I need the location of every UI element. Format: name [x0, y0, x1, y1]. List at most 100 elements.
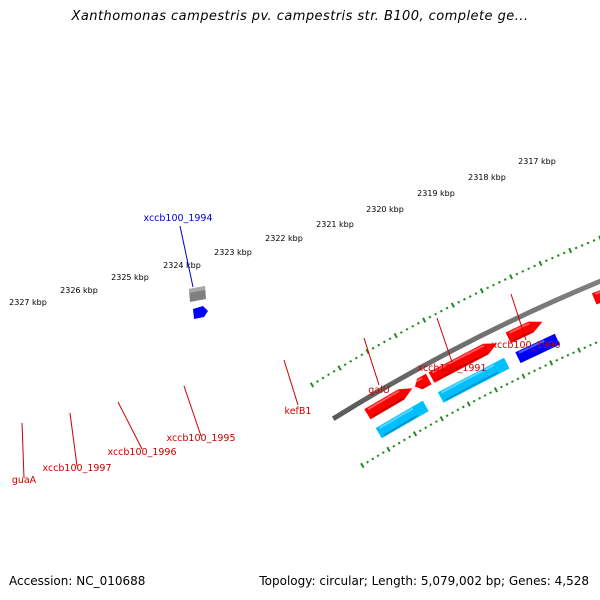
inner-tick: [402, 438, 406, 442]
gene-label-galU[interactable]: galU: [368, 385, 389, 396]
kbp-label: 2320 kbp: [366, 205, 404, 214]
inner-tick: [549, 360, 554, 366]
kbp-label: 2323 kbp: [214, 248, 252, 257]
outer-tick: [474, 292, 478, 295]
inner-tick: [538, 366, 542, 370]
inner-tick: [583, 346, 587, 350]
inner-tick: [521, 373, 526, 379]
kbp-label: 2322 kbp: [265, 234, 303, 243]
leader-line: [436, 317, 453, 363]
outer-tick: [568, 247, 573, 254]
inner-tick: [483, 394, 487, 397]
outer-tick: [354, 356, 358, 360]
outer-tick: [405, 327, 409, 331]
outer-tick: [416, 321, 420, 325]
outer-tick: [360, 353, 364, 357]
inner-tick: [418, 429, 422, 433]
inner-tick: [381, 451, 385, 454]
outer-tick: [371, 346, 375, 350]
feature-xccb100_1996-rev[interactable]: [437, 357, 510, 403]
feature-xccb100_1997-fwd[interactable]: [415, 373, 432, 390]
outer-tick: [580, 244, 584, 247]
kbp-label: 2324 kbp: [163, 261, 201, 270]
leader-line: [69, 412, 78, 467]
inner-tick: [478, 396, 482, 400]
outer-tick: [515, 272, 519, 276]
inner-tick: [392, 444, 396, 448]
outer-tick: [592, 239, 596, 242]
inner-tick: [555, 358, 559, 362]
outer-tick: [533, 264, 537, 268]
leader-line: [21, 422, 25, 479]
outer-tick: [388, 337, 392, 341]
inner-tick: [588, 343, 592, 347]
outer-tick: [479, 288, 484, 294]
inner-tick: [560, 356, 564, 360]
outer-tick: [434, 312, 437, 316]
inner-tick: [500, 385, 503, 389]
gene-label-xccb100_1990[interactable]: xccb100_1990: [492, 340, 561, 351]
feature-guaA-fwd[interactable]: [364, 388, 413, 420]
outer-tick: [586, 241, 590, 245]
outer-tick: [562, 251, 566, 255]
leader-line: [117, 401, 143, 450]
outer-tick: [486, 286, 490, 290]
inner-tick: [360, 462, 365, 469]
outer-tick: [343, 363, 347, 367]
feature-guaA-rev[interactable]: [375, 400, 429, 439]
leader-line: [283, 359, 299, 406]
outer-tick: [411, 324, 415, 328]
outer-tick: [450, 302, 455, 308]
outer-tick: [509, 274, 514, 280]
outer-tick: [309, 382, 315, 388]
kbp-label: 2317 kbp: [518, 157, 556, 166]
outer-tick: [527, 267, 531, 271]
outer-tick: [574, 246, 578, 250]
inner-tick: [461, 405, 465, 409]
inner-tick: [572, 351, 575, 355]
label-leaders: [21, 225, 527, 479]
inner-tick: [424, 426, 428, 430]
inner-tick: [489, 391, 492, 394]
inner-tick: [533, 369, 536, 373]
leader-line: [183, 385, 202, 437]
outer-tick: [393, 332, 398, 339]
gene-label-xccb100_1996[interactable]: xccb100_1996: [108, 447, 177, 458]
gene-label-xccb100_1991[interactable]: xccb100_1991: [418, 363, 487, 374]
feature-xccb100_1996-fwd[interactable]: [428, 343, 497, 383]
inner-tick: [516, 377, 520, 381]
gene-label-xccb100_1994[interactable]: xccb100_1994: [144, 213, 213, 224]
inner-tick: [511, 380, 514, 383]
outer-tick: [349, 359, 353, 363]
inner-tick: [376, 454, 380, 458]
feature-xccb100_1995-rev[interactable]: [515, 333, 560, 364]
gene-label-kefB1[interactable]: kefB1: [285, 406, 312, 417]
inner-tick: [577, 347, 582, 353]
gene-labels: xccb100_1994 guaA xccb100_1997 xccb100_1996…: [12, 213, 561, 486]
gene-label-guaA[interactable]: guaA: [12, 475, 37, 486]
outer-tick: [439, 309, 443, 313]
outer-tick: [321, 376, 325, 380]
inner-tick: [397, 441, 401, 445]
kbp-label: 2327 kbp: [9, 298, 47, 307]
leader-line: [510, 293, 527, 341]
outer-tick: [468, 295, 472, 298]
gene-label-xccb100_1997[interactable]: xccb100_1997: [43, 463, 112, 474]
outer-tick: [503, 278, 507, 281]
inner-tick: [493, 387, 498, 393]
inner-tick: [566, 353, 570, 357]
feature-xccb100_1994[interactable]: [189, 286, 208, 319]
outer-tick: [521, 270, 525, 273]
outer-tick: [377, 343, 381, 347]
outer-tick: [332, 369, 336, 373]
inner-tick: [466, 401, 471, 407]
gene-label-xccb100_1995[interactable]: xccb100_1995: [167, 433, 236, 444]
kbp-label: 2326 kbp: [60, 286, 98, 295]
leader-line: [179, 225, 194, 288]
leader-line: [363, 337, 380, 386]
outer-tick: [445, 306, 449, 310]
feature-kefB1-fwd[interactable]: [591, 259, 600, 305]
inner-tick: [386, 446, 391, 453]
outer-tick: [382, 340, 386, 344]
